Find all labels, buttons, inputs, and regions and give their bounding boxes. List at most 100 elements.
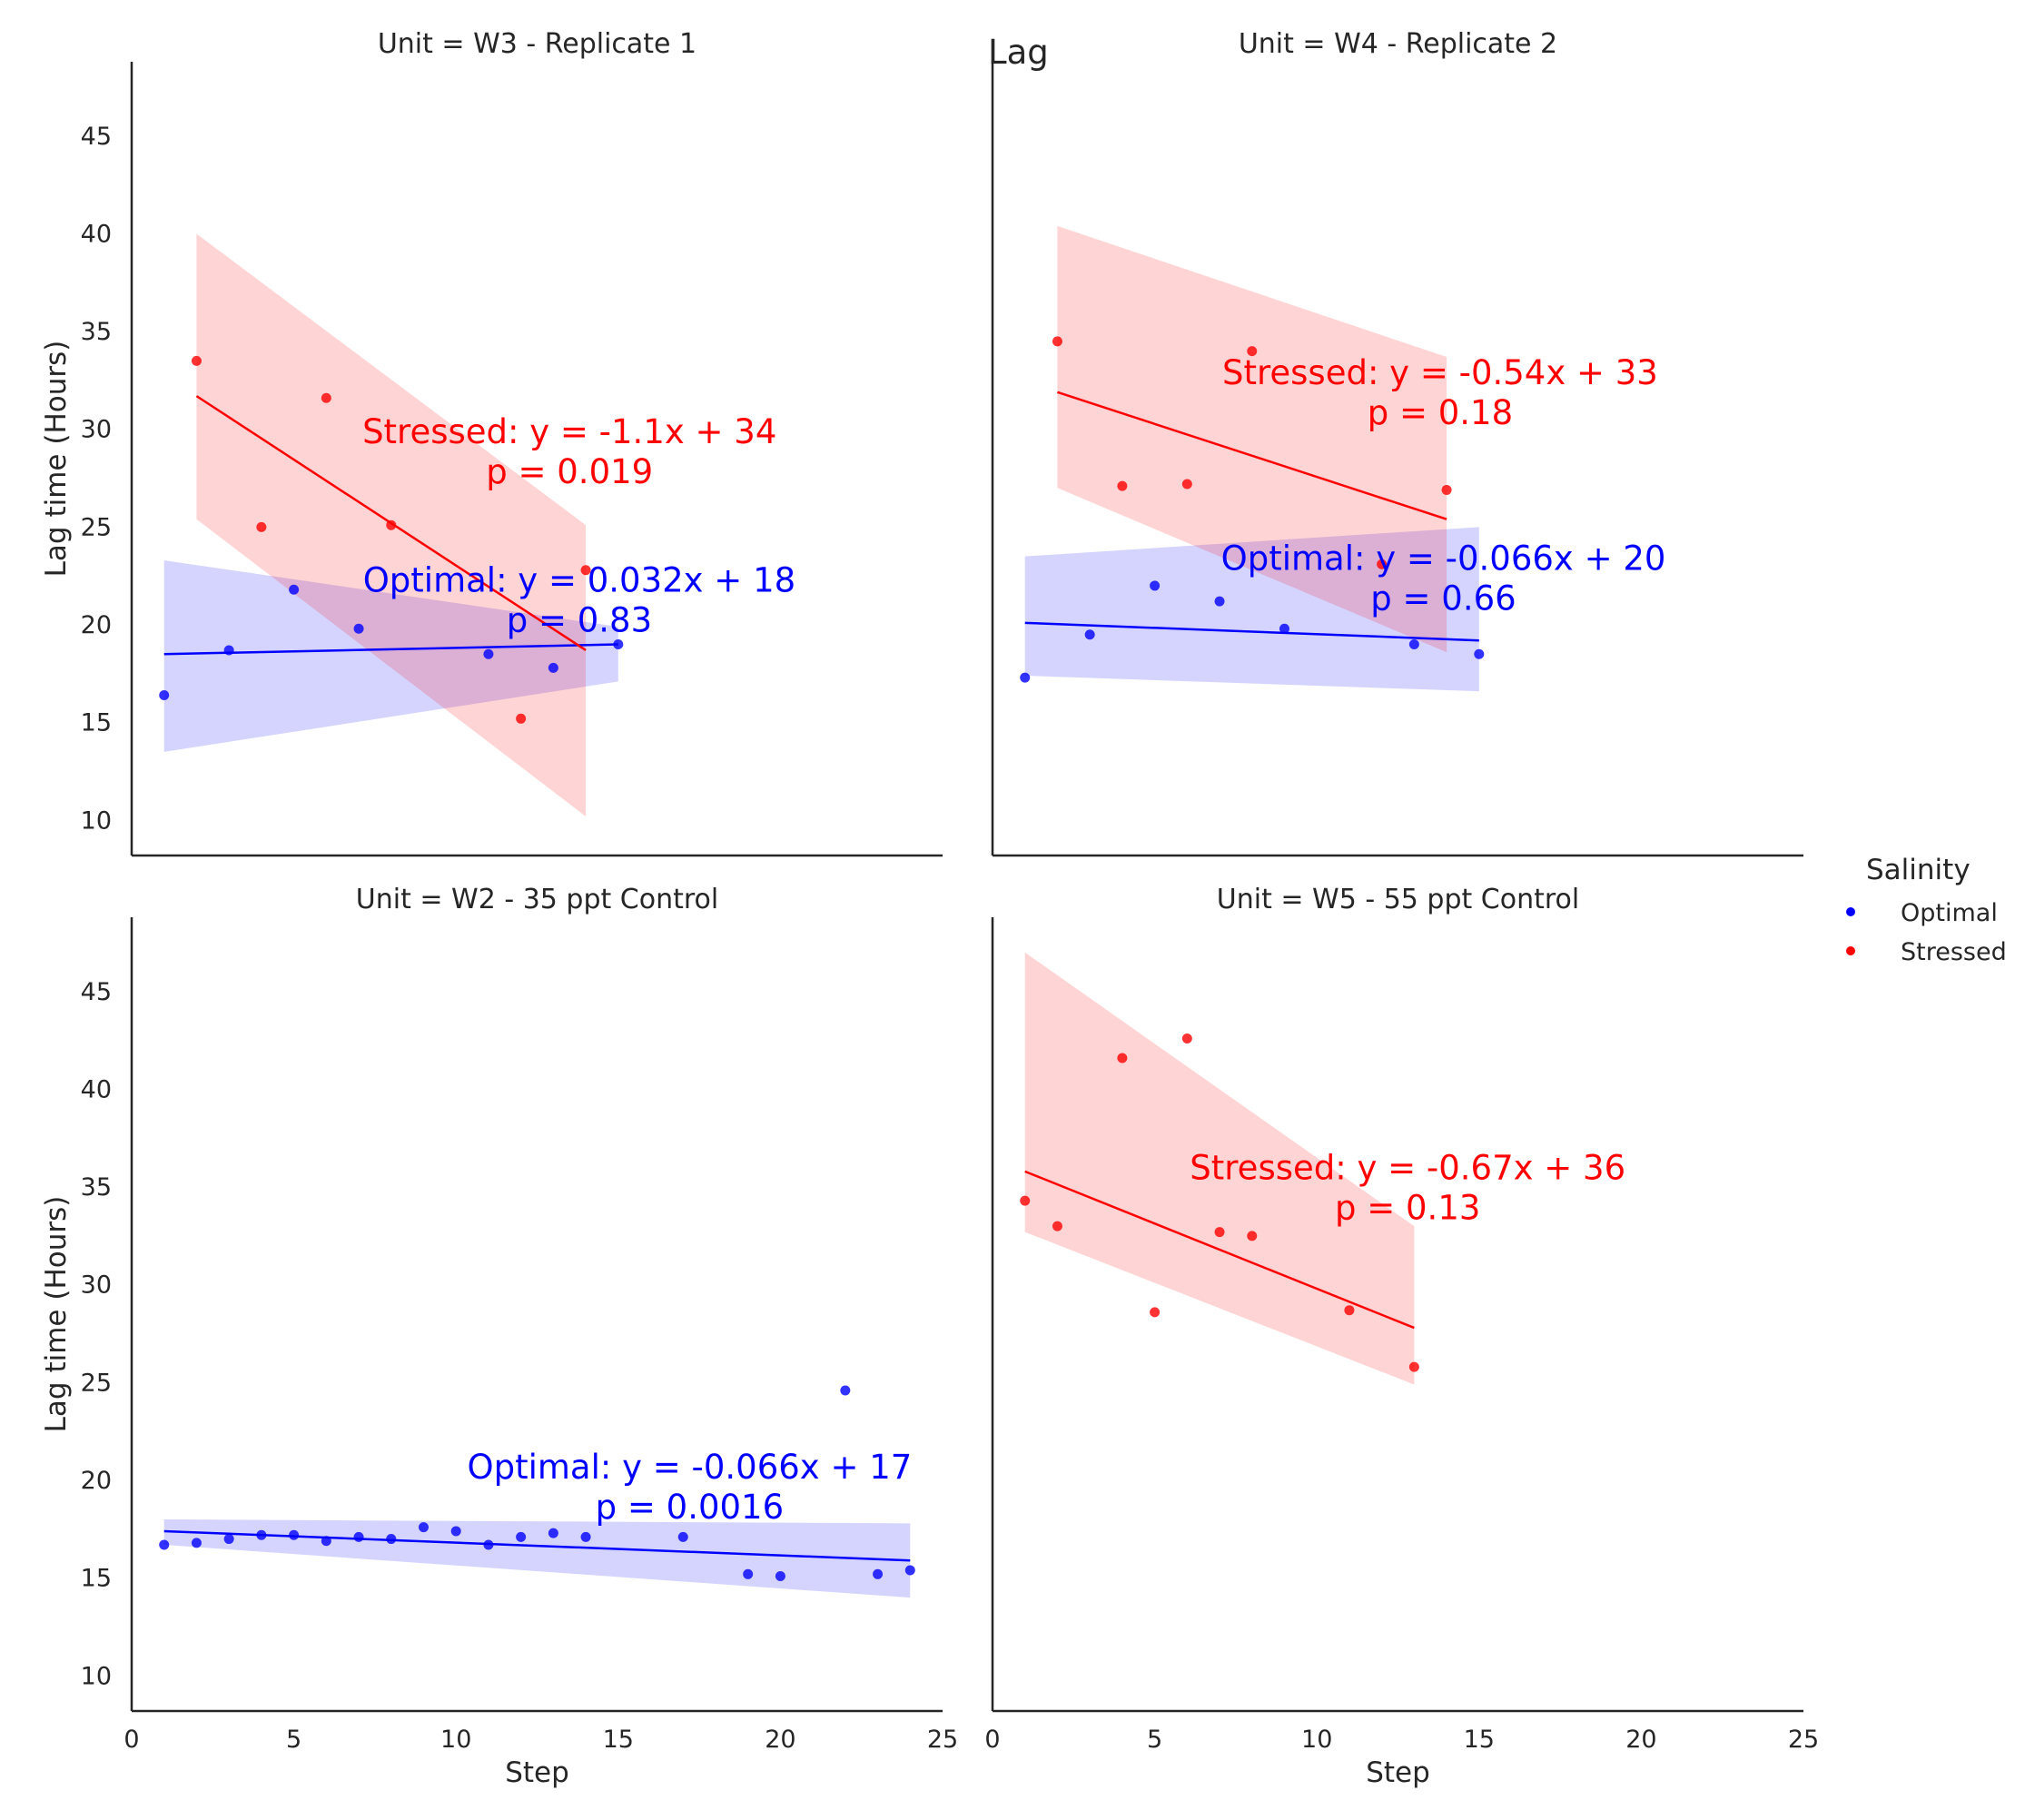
regression-pvalue-optimal: p = 0.0016 — [596, 1488, 784, 1527]
regression-pvalue-optimal: p = 0.66 — [1370, 579, 1516, 618]
data-point-optimal — [289, 1529, 300, 1540]
facet-panel-2: Unit = W4 - Replicate 2 Optimal: y = -0.0… — [991, 28, 1803, 857]
data-point-optimal — [1084, 629, 1095, 640]
data-point-optimal — [353, 1531, 364, 1542]
data-point-optimal — [159, 689, 170, 700]
regression-equation-stressed: Stressed: y = -0.67x + 36 — [1190, 1148, 1625, 1187]
figure-label: Lag — [988, 33, 1049, 72]
data-point-optimal — [1214, 596, 1225, 607]
legend-marker-optimal — [1846, 907, 1855, 916]
panel-title: Unit = W5 - 55 ppt Control — [1217, 884, 1579, 915]
data-point-optimal — [1408, 639, 1419, 650]
x-tick-label: 0 — [984, 1726, 1000, 1754]
data-point-optimal — [1279, 623, 1289, 634]
y-tick-label: 30 — [81, 416, 112, 444]
legend-label-optimal: Optimal — [1901, 899, 1998, 927]
data-point-optimal — [873, 1568, 884, 1579]
data-point-optimal — [191, 1538, 202, 1548]
data-point-optimal — [1474, 648, 1485, 659]
x-tick-label: 5 — [1147, 1726, 1162, 1754]
data-point-stressed — [1247, 1231, 1258, 1241]
regression-equation-stressed: Stressed: y = -0.54x + 33 — [1222, 353, 1658, 392]
data-point-optimal — [483, 648, 494, 659]
y-tick-label: 25 — [81, 1369, 112, 1397]
regression-equation-optimal: Optimal: y = -0.066x + 17 — [467, 1448, 912, 1487]
data-point-optimal — [548, 1528, 558, 1538]
regression-line-optimal — [1024, 621, 1479, 642]
x-tick-label: 0 — [123, 1726, 139, 1754]
data-point-optimal — [904, 1565, 915, 1576]
confidence-band-stressed — [1057, 225, 1447, 653]
panel-title: Unit = W4 - Replicate 2 — [1239, 28, 1557, 60]
y-tick-label: 35 — [81, 318, 112, 346]
facet-panel-1: Unit = W3 - Replicate 1 10 15 20 25 30 35 40 45 L… — [40, 28, 943, 857]
data-point-stressed — [1408, 1361, 1419, 1372]
data-point-optimal — [677, 1531, 688, 1542]
y-tick-label: 20 — [81, 1467, 112, 1495]
x-tick-label: 10 — [1301, 1726, 1332, 1754]
regression-pvalue-optimal: p = 0.83 — [507, 600, 652, 639]
confidence-band-optimal — [163, 1519, 911, 1598]
y-tick-label: 40 — [81, 220, 112, 248]
x-tick-label: 5 — [286, 1726, 301, 1754]
legend-title: Salinity — [1866, 854, 1971, 886]
legend-marker-stressed — [1846, 946, 1855, 955]
confidence-band-optimal — [1024, 527, 1479, 692]
regression-line-stressed — [1057, 391, 1447, 520]
data-point-stressed — [516, 713, 527, 724]
data-point-stressed — [1344, 1305, 1355, 1316]
data-point-optimal — [223, 1534, 234, 1545]
data-point-stressed — [1181, 479, 1192, 490]
data-point-optimal — [1020, 672, 1031, 683]
confidence-band-optimal — [163, 559, 618, 752]
panel-title: Unit = W3 - Replicate 1 — [378, 28, 696, 60]
y-axis-title: Lag time (Hours) — [40, 341, 73, 578]
regression-equation-stressed: Stressed: y = -1.1x + 34 — [362, 412, 776, 451]
y-tick-label: 15 — [81, 1565, 112, 1593]
regression-pvalue-stressed: p = 0.13 — [1335, 1188, 1480, 1227]
regression-line-stressed — [1024, 1170, 1415, 1330]
y-tick-label: 25 — [81, 513, 112, 541]
regression-pvalue-stressed: p = 0.019 — [486, 452, 653, 491]
legend: Salinity Optimal Stressed — [1846, 854, 2007, 966]
data-point-optimal — [516, 1531, 527, 1542]
y-tick-label: 30 — [81, 1271, 112, 1300]
y-tick-label: 10 — [81, 1662, 112, 1690]
data-point-optimal — [743, 1568, 754, 1579]
facet-panel-4: Unit = W5 - 55 ppt Control 0 5 10 15 20 25 Step… — [984, 884, 1819, 1789]
data-point-stressed — [191, 355, 202, 366]
legend-label-stressed: Stressed — [1901, 938, 2007, 966]
data-point-stressed — [1181, 1033, 1192, 1044]
y-axis-title: Lag time (Hours) — [40, 1196, 73, 1433]
data-point-stressed — [1117, 480, 1128, 491]
data-point-optimal — [840, 1385, 851, 1396]
data-point-optimal — [159, 1539, 170, 1550]
data-point-optimal — [353, 623, 364, 634]
y-tick-label: 20 — [81, 611, 112, 639]
data-point-optimal — [418, 1522, 429, 1533]
x-tick-label: 25 — [1788, 1726, 1819, 1754]
x-tick-label: 15 — [1464, 1726, 1495, 1754]
x-axis-title: Step — [505, 1756, 569, 1789]
data-point-stressed — [1150, 1307, 1161, 1318]
x-tick-label: 20 — [1625, 1726, 1656, 1754]
data-point-optimal — [1150, 580, 1161, 591]
y-tick-label: 45 — [81, 123, 112, 151]
y-tick-label: 15 — [81, 709, 112, 737]
data-point-stressed — [1052, 336, 1062, 347]
data-point-optimal — [775, 1570, 785, 1581]
data-point-stressed — [256, 521, 267, 532]
data-point-optimal — [450, 1526, 461, 1537]
data-point-optimal — [289, 584, 300, 595]
data-point-stressed — [580, 565, 591, 576]
data-point-stressed — [1117, 1053, 1128, 1063]
y-tick-label: 35 — [81, 1173, 112, 1202]
data-point-optimal — [580, 1531, 591, 1542]
regression-line-optimal — [163, 1529, 911, 1562]
data-point-stressed — [321, 392, 331, 403]
x-tick-label: 25 — [927, 1726, 958, 1754]
data-point-stressed — [1377, 559, 1388, 569]
x-tick-label: 10 — [440, 1726, 471, 1754]
